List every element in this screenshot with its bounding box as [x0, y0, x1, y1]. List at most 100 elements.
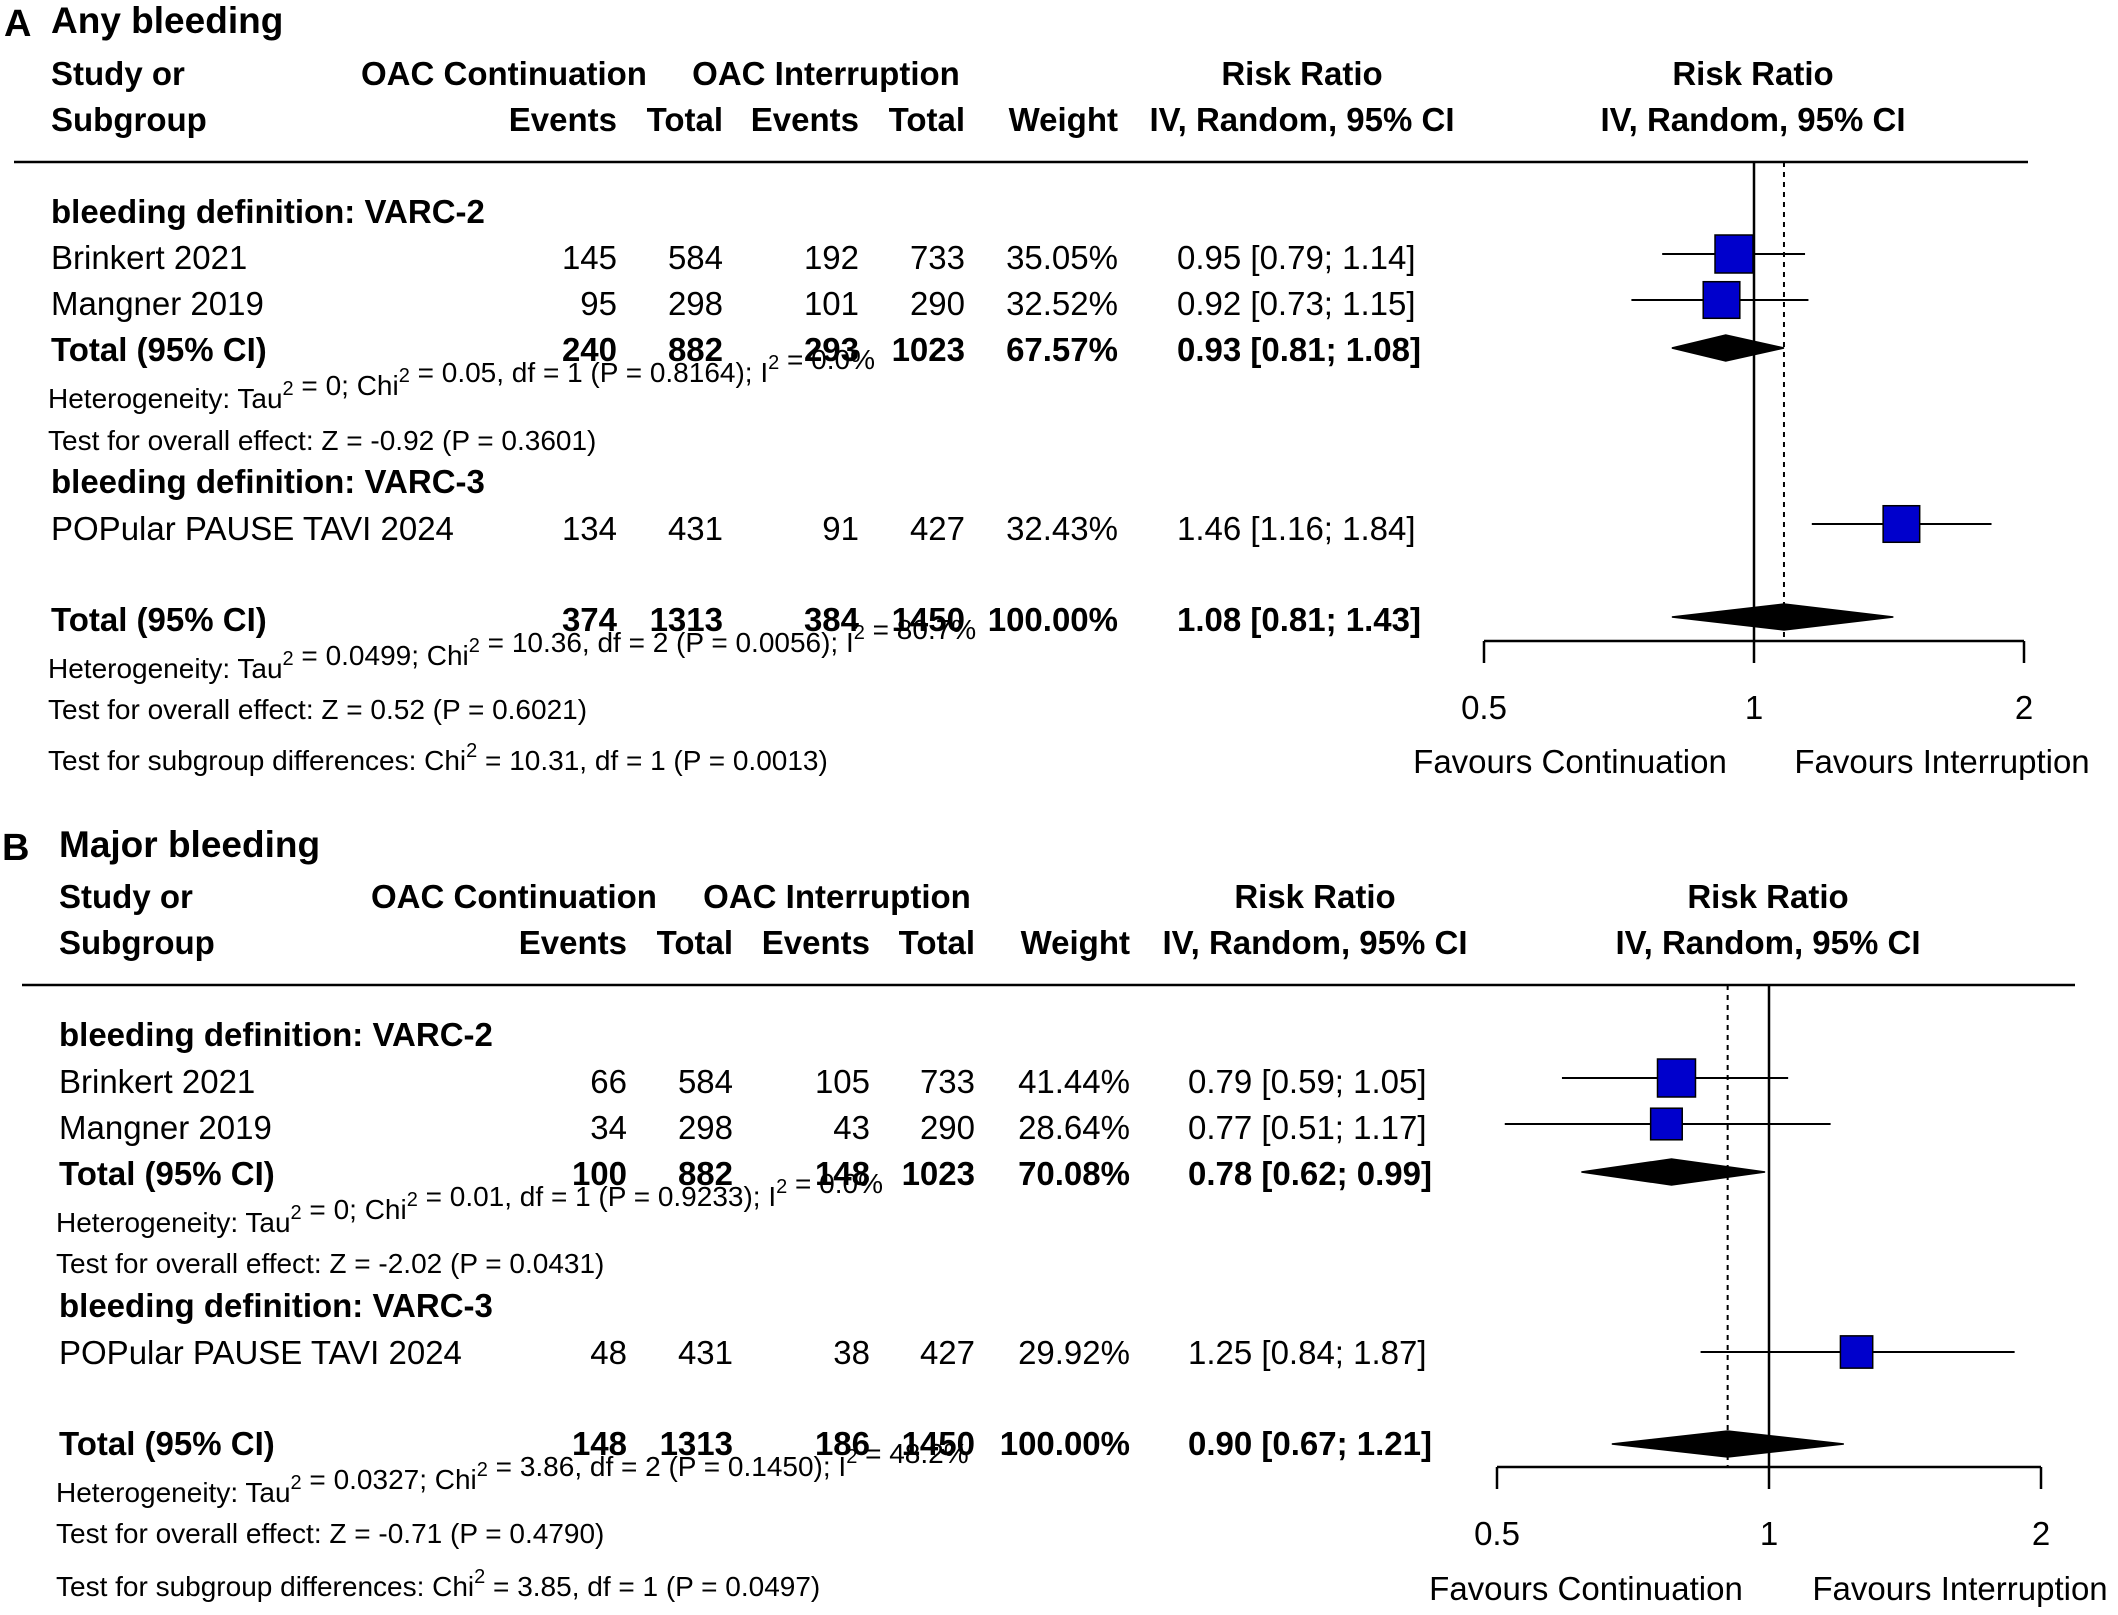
- subgroup-overall-effect: Test for overall effect: Z = -0.92 (P = …: [48, 425, 596, 456]
- heterogeneity-text: = 0; Chi: [302, 1194, 407, 1225]
- superscript: 2: [477, 1459, 488, 1481]
- superscript: 2: [768, 352, 779, 374]
- study-row-e1: 66: [590, 1063, 627, 1100]
- superscript: 2: [854, 622, 865, 644]
- header-events: Events: [509, 101, 617, 138]
- favours-continuation-label: Favours Continuation: [1429, 1570, 1743, 1607]
- subgroup-differences-text: Test for subgroup differences: Chi: [56, 1571, 474, 1602]
- subgroup-label: bleeding definition: VARC-2: [59, 1016, 493, 1053]
- study-row-ci: 0.92 [0.73; 1.15]: [1177, 285, 1416, 322]
- header-method: IV, Random, 95% CI: [1149, 101, 1454, 138]
- header-group-continuation: OAC Continuation: [371, 878, 657, 915]
- header-total: Total: [657, 924, 733, 961]
- total-row-ci: 1.08 [0.81; 1.43]: [1177, 601, 1421, 638]
- study-row-ci: 1.46 [1.16; 1.84]: [1177, 510, 1416, 547]
- study-row-label: POPular PAUSE TAVI 2024: [51, 510, 454, 547]
- study-row-weight: 35.05%: [1006, 239, 1118, 276]
- total-row-weight: 100.00%: [988, 601, 1118, 638]
- header-total: Total: [647, 101, 723, 138]
- header-method-plot: IV, Random, 95% CI: [1615, 924, 1920, 961]
- subgroup-differences: Test for subgroup differences: Chi2 = 3.…: [56, 1566, 820, 1602]
- total-row-weight: 70.08%: [1018, 1155, 1130, 1192]
- total-row-e2: 293: [804, 331, 859, 368]
- subgroup-label: bleeding definition: VARC-3: [59, 1287, 493, 1324]
- superscript: 2: [776, 1176, 787, 1198]
- header-group-continuation: OAC Continuation: [361, 55, 647, 92]
- superscript: 2: [291, 1472, 302, 1494]
- study-row-n2: 733: [910, 239, 965, 276]
- subgroup-differences-text: = 10.31, df = 1 (P = 0.0013): [477, 745, 828, 776]
- panel-label: A: [4, 3, 31, 45]
- total-row-n1: 882: [678, 1155, 733, 1192]
- study-row-ci: 0.95 [0.79; 1.14]: [1177, 239, 1416, 276]
- heterogeneity-text: = 80.7%: [865, 614, 976, 645]
- header-events: Events: [519, 924, 627, 961]
- study-row-e2: 91: [822, 510, 859, 547]
- overall-pooled-diamond: [1671, 603, 1894, 631]
- study-row-n2: 290: [920, 1109, 975, 1146]
- study-row-n2: 290: [910, 285, 965, 322]
- study-row-n1: 298: [678, 1109, 733, 1146]
- header-method: IV, Random, 95% CI: [1162, 924, 1467, 961]
- total-row-e1: 374: [562, 601, 618, 638]
- x-tick-label: 0.5: [1474, 1515, 1520, 1552]
- study-row-label: Mangner 2019: [59, 1109, 272, 1146]
- header-events: Events: [762, 924, 870, 961]
- study-row-e1: 34: [590, 1109, 627, 1146]
- panel-title: Any bleeding: [51, 0, 283, 41]
- total-row-ci: 0.93 [0.81; 1.08]: [1177, 331, 1421, 368]
- superscript: 2: [283, 378, 294, 400]
- header-total: Total: [889, 101, 965, 138]
- superscript: 2: [466, 740, 477, 762]
- header-events: Events: [751, 101, 859, 138]
- heterogeneity-text: = 0.0%: [779, 344, 875, 375]
- total-row-n1: 1313: [660, 1425, 733, 1462]
- total-row-e2: 384: [804, 601, 860, 638]
- superscript: 2: [846, 1446, 857, 1468]
- study-row-n1: 584: [668, 239, 723, 276]
- total-row-weight: 100.00%: [1000, 1425, 1130, 1462]
- panel-label: B: [2, 827, 29, 869]
- study-row-weight: 32.52%: [1006, 285, 1118, 322]
- header-group-interruption: OAC Interruption: [692, 55, 960, 92]
- total-row-e2: 186: [815, 1425, 870, 1462]
- study-row-weight: 41.44%: [1018, 1063, 1130, 1100]
- study-row-n2: 427: [910, 510, 965, 547]
- study-row-n2: 733: [920, 1063, 975, 1100]
- total-row-n2: 1450: [892, 601, 965, 638]
- study-row-ci: 0.79 [0.59; 1.05]: [1188, 1063, 1427, 1100]
- superscript: 2: [469, 635, 480, 657]
- heterogeneity-text: Heterogeneity: Tau: [48, 653, 283, 684]
- header-risk-ratio: Risk Ratio: [1221, 55, 1382, 92]
- subgroup-label: bleeding definition: VARC-2: [51, 193, 485, 230]
- x-tick-label: 1: [1745, 689, 1763, 726]
- total-row-weight: 67.57%: [1006, 331, 1118, 368]
- total-row-label: Total (95% CI): [51, 331, 267, 368]
- study-point-estimate: [1649, 1107, 1683, 1141]
- subgroup-heterogeneity: Heterogeneity: Tau2 = 0; Chi2 = 0.05, df…: [48, 344, 875, 414]
- total-row-n1: 1313: [650, 601, 723, 638]
- total-row-e1: 148: [572, 1425, 627, 1462]
- heterogeneity-text: Heterogeneity: Tau: [56, 1207, 291, 1238]
- study-row-e2: 38: [833, 1334, 870, 1371]
- heterogeneity-text: = 3.86, df = 2 (P = 0.1450); I: [488, 1451, 846, 1482]
- total-row-label: Total (95% CI): [59, 1425, 275, 1462]
- study-point-estimate: [1656, 1058, 1697, 1098]
- study-row-label: POPular PAUSE TAVI 2024: [59, 1334, 462, 1371]
- overall-pooled-diamond: [1611, 1430, 1844, 1458]
- total-row-ci: 0.78 [0.62; 0.99]: [1188, 1155, 1432, 1192]
- heterogeneity-text: = 48.2%: [857, 1438, 968, 1469]
- total-row-n2: 1023: [902, 1155, 975, 1192]
- forest-panel-b: B Major bleeding Study or Subgroup OAC Conti…: [2, 824, 2108, 1607]
- heterogeneity-text: = 0; Chi: [294, 370, 399, 401]
- study-row-label: Mangner 2019: [51, 285, 264, 322]
- overall-heterogeneity: Heterogeneity: Tau2 = 0.0327; Chi2 = 3.8…: [56, 1438, 969, 1508]
- x-tick-label: 2: [2032, 1515, 2050, 1552]
- total-row-e1: 240: [562, 331, 617, 368]
- x-tick-label: 0.5: [1461, 689, 1507, 726]
- heterogeneity-text: = 0.01, df = 1 (P = 0.9233); I: [418, 1181, 776, 1212]
- header-study: Study or: [51, 55, 185, 92]
- study-row-label: Brinkert 2021: [59, 1063, 255, 1100]
- superscript: 2: [399, 365, 410, 387]
- header-subgroup: Subgroup: [59, 924, 215, 961]
